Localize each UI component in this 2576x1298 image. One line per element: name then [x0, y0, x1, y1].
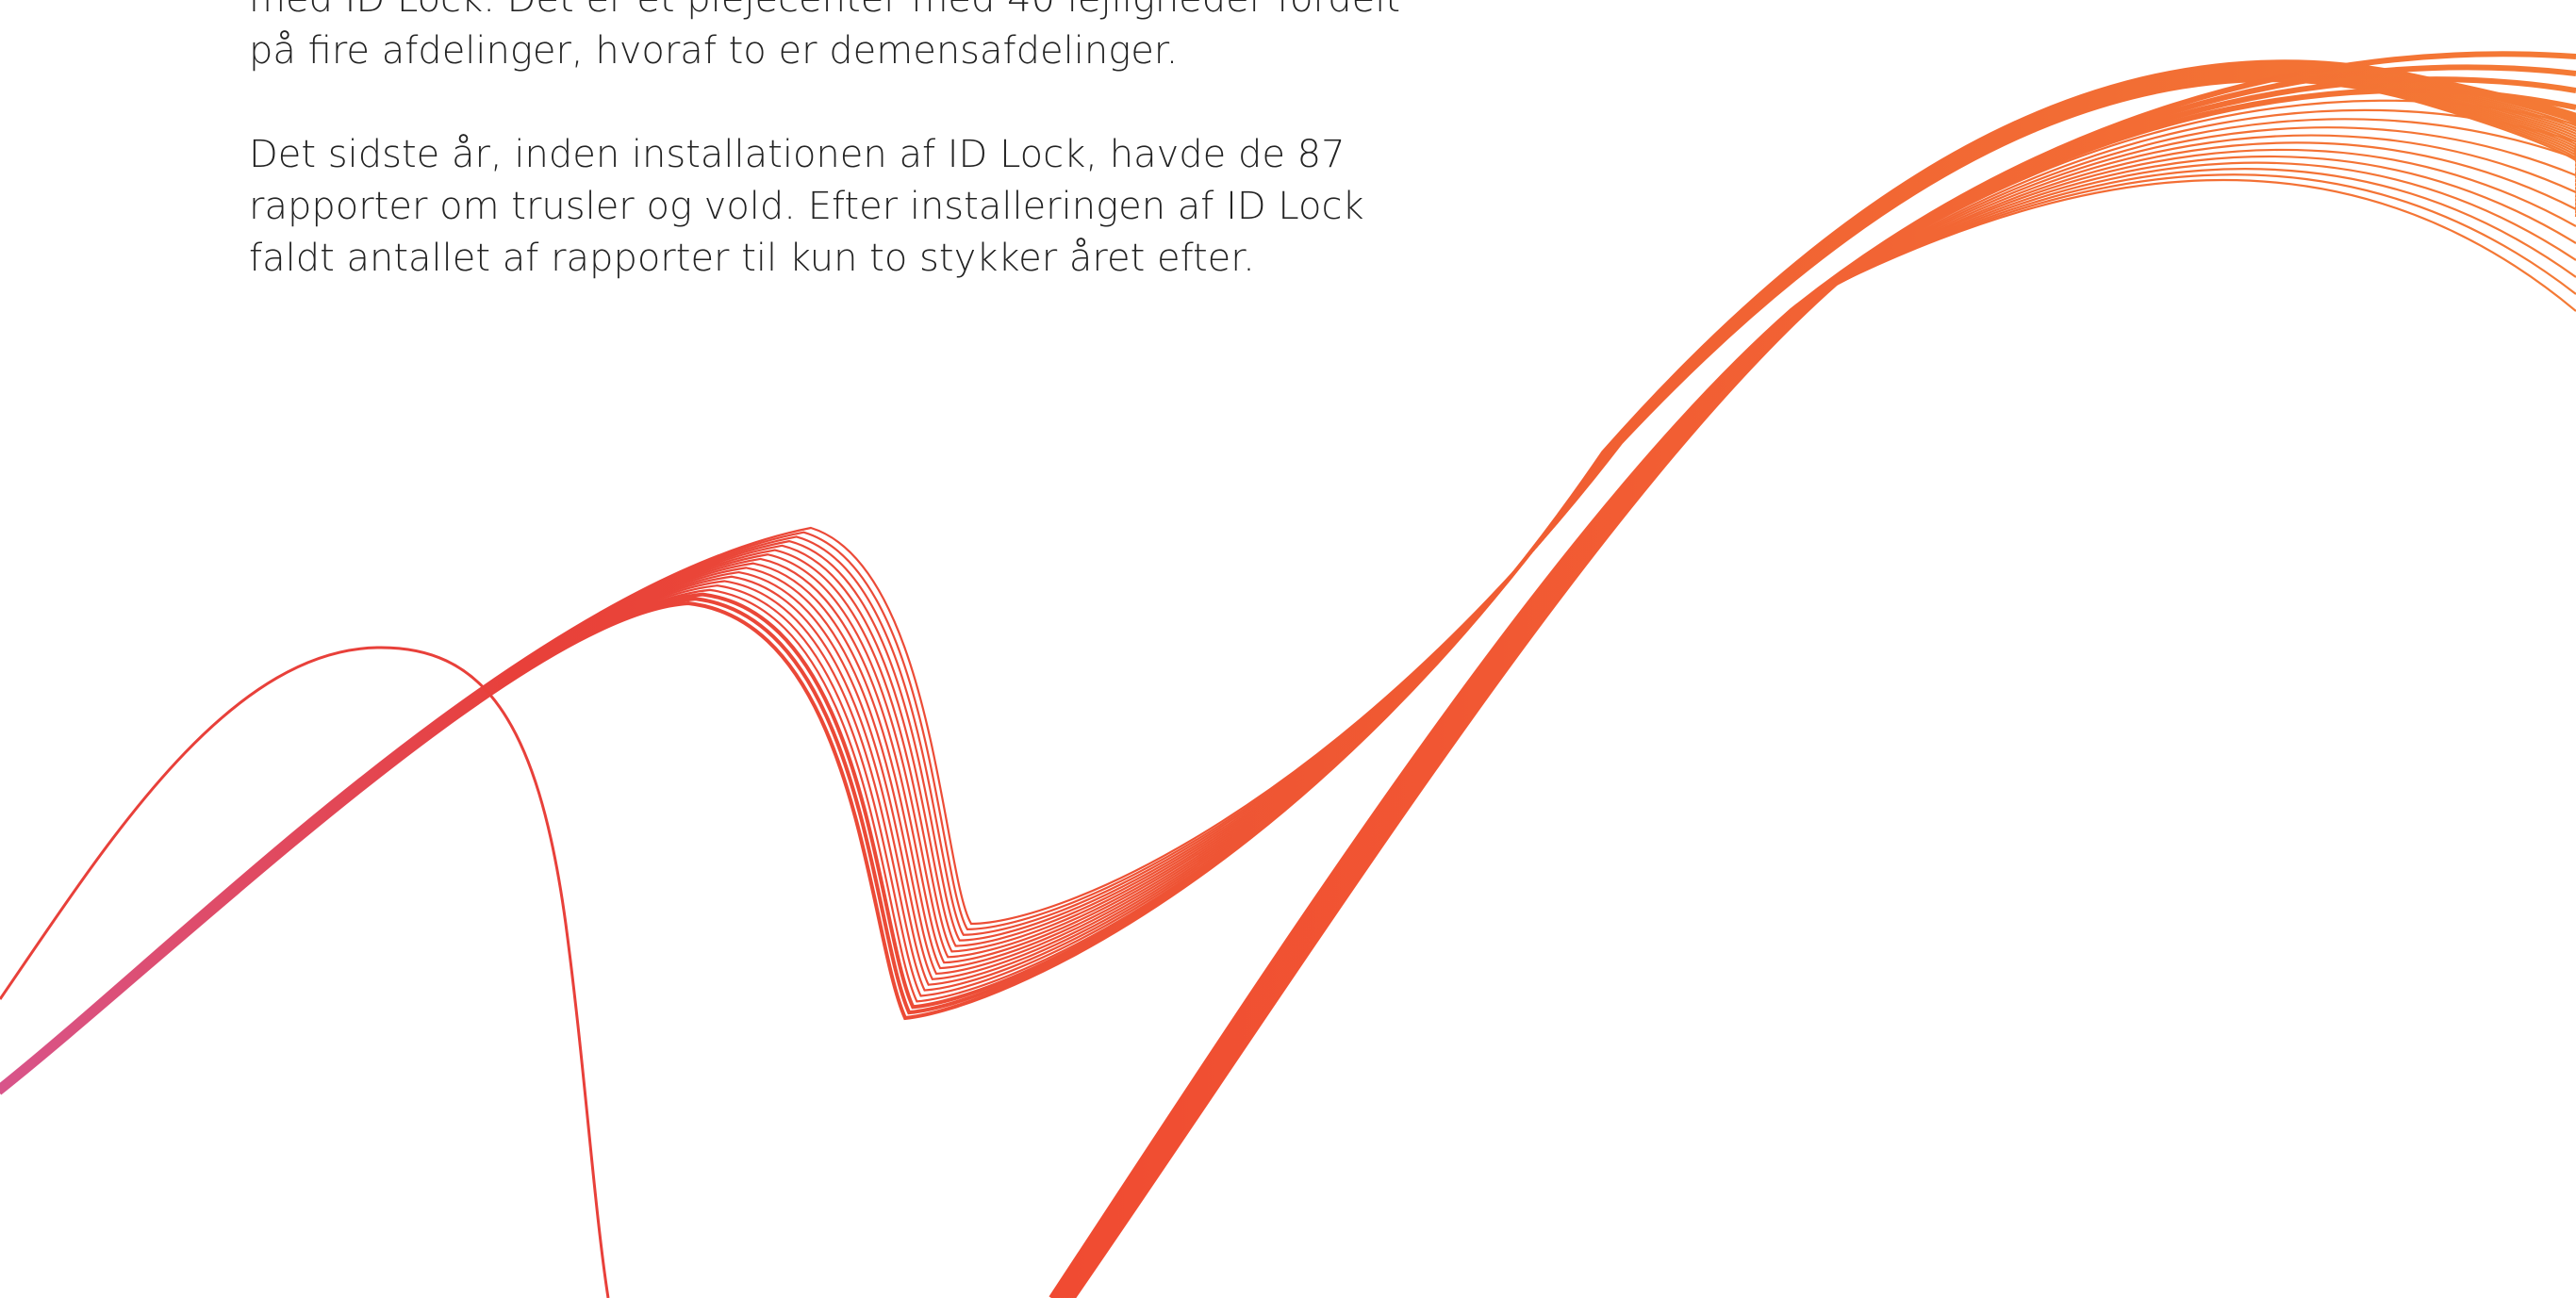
- wave-line: [1070, 168, 2576, 1298]
- paragraph-2: Det sidste år, inden installationen af I…: [249, 129, 1409, 285]
- paragraph-2-line-3: faldt antallet af rapporter til kun to s…: [249, 237, 1255, 280]
- wave-line: [1065, 141, 2576, 1298]
- body-text: med ID Lock. Det er et plejecenter med 4…: [249, 0, 1409, 285]
- paragraph-2-line-1: Det sidste år, inden installationen af I…: [249, 133, 1346, 176]
- wave-line: [1063, 134, 2576, 1298]
- wave-line: [1061, 126, 2576, 1298]
- paragraph-1-line-2: på fire afdelinger, hvoraf to er demensa…: [249, 29, 1179, 73]
- wave-line: [1074, 178, 2576, 1298]
- wave-single-line: [0, 646, 610, 1298]
- wave-bundle-right: [1049, 51, 2576, 1298]
- paragraph-1: med ID Lock. Det er et plejecenter med 4…: [249, 0, 1409, 77]
- wave-line: [1067, 155, 2576, 1298]
- paragraph-2-line-2: rapporter om trusler og vold. Efter inst…: [249, 185, 1364, 228]
- wave-line: [1072, 173, 2576, 1298]
- paragraph-1-line-1: med ID Lock. Det er et plejecenter med 4…: [249, 0, 1409, 25]
- wave-line: [1069, 161, 2576, 1298]
- wave-line: [0, 79, 2576, 1085]
- wave-line: [1065, 148, 2576, 1298]
